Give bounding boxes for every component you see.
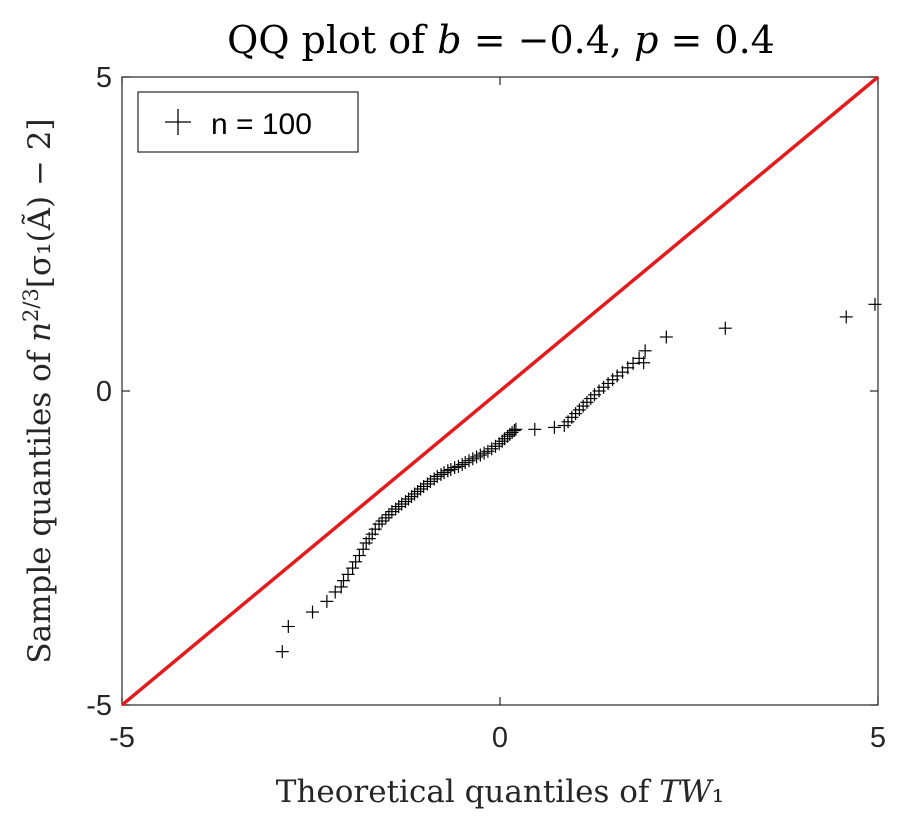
data-point — [392, 500, 406, 514]
data-point — [427, 472, 441, 486]
data-point — [402, 492, 416, 506]
data-point — [441, 464, 455, 478]
data-point — [547, 420, 561, 434]
y-tick-label: -5 — [86, 690, 112, 722]
data-point — [328, 585, 342, 599]
data-point — [306, 605, 320, 619]
data-point — [356, 542, 370, 556]
data-point — [382, 508, 396, 522]
data-point — [718, 321, 732, 335]
data-point — [659, 330, 673, 344]
reference-line — [120, 75, 880, 707]
ticks-layer: -5 0 5 -5 0 5 — [86, 62, 886, 754]
data-point — [626, 356, 640, 370]
x-tick-label: -5 — [109, 722, 135, 754]
data-point — [492, 437, 506, 451]
data-layer — [275, 297, 882, 659]
data-point — [637, 356, 651, 370]
data-point — [334, 580, 348, 594]
data-point — [434, 468, 448, 482]
data-point — [408, 487, 422, 501]
x-tick-label: 5 — [870, 722, 886, 754]
data-point — [346, 561, 360, 575]
y-tick-label: 5 — [96, 62, 112, 94]
data-point — [405, 490, 419, 504]
data-point — [372, 517, 386, 531]
x-axis-label: Theoretical quantiles of TW₁ — [276, 774, 724, 810]
y-tick-label: 0 — [96, 376, 112, 408]
legend: n = 100 — [137, 91, 359, 153]
data-point — [868, 297, 882, 311]
x-tick-label: 0 — [492, 722, 508, 754]
data-point — [420, 477, 434, 491]
data-point — [509, 422, 523, 436]
data-point — [455, 457, 469, 471]
data-point — [414, 482, 428, 496]
data-point — [528, 422, 542, 436]
data-point — [320, 594, 334, 608]
data-point — [507, 424, 521, 438]
data-point — [411, 484, 425, 498]
data-point — [839, 310, 853, 324]
chart-title: QQ plot of b = −0.4, p = 0.4 — [227, 18, 775, 62]
data-point — [389, 502, 403, 516]
data-point — [379, 511, 393, 525]
data-point — [638, 344, 652, 358]
legend-marker-plus-icon — [165, 109, 191, 135]
legend-label: n = 100 — [211, 108, 312, 141]
data-point — [399, 495, 412, 509]
data-point — [275, 645, 289, 659]
data-point — [365, 527, 379, 541]
data-point — [281, 620, 295, 633]
reference-line-layer — [120, 75, 880, 707]
y-axis-label: Sample quantiles of n2/3[σ₁(Ã) − 2] — [19, 118, 58, 663]
data-point — [495, 434, 509, 448]
